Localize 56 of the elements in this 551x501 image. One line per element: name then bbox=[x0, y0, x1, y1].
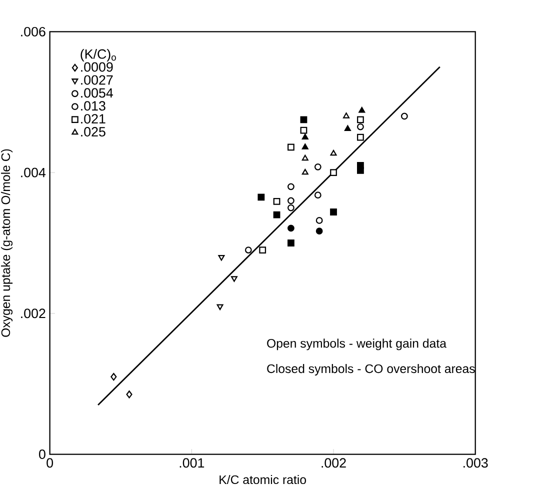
point bbox=[300, 116, 308, 124]
point bbox=[230, 276, 238, 282]
x-tick-label: .003 bbox=[464, 458, 488, 468]
y-tick-label: .006 bbox=[21, 26, 46, 36]
point bbox=[330, 169, 337, 176]
legend-label: .025 bbox=[81, 126, 106, 136]
point bbox=[314, 192, 322, 198]
point bbox=[287, 224, 294, 232]
y-tick-label: .004 bbox=[21, 168, 46, 178]
point bbox=[302, 143, 308, 150]
point bbox=[259, 246, 266, 254]
point bbox=[314, 163, 322, 170]
point bbox=[287, 183, 294, 190]
point bbox=[316, 227, 323, 234]
point bbox=[302, 154, 308, 161]
y-tick-label: 0 bbox=[39, 449, 46, 459]
legend-label: .021 bbox=[81, 114, 106, 124]
y-tick-label: .002 bbox=[21, 308, 46, 318]
point bbox=[302, 134, 308, 140]
point bbox=[330, 208, 337, 216]
point bbox=[126, 390, 132, 398]
point bbox=[356, 166, 364, 174]
point bbox=[287, 239, 294, 246]
point bbox=[343, 112, 350, 118]
x-tick-label: 0 bbox=[46, 458, 54, 468]
point bbox=[330, 150, 337, 156]
point bbox=[356, 134, 364, 141]
point bbox=[400, 112, 408, 120]
legend-label: .013 bbox=[81, 101, 106, 111]
annotation: Closed symbols - CO overshoot areas bbox=[267, 364, 475, 376]
point bbox=[287, 204, 294, 212]
point bbox=[316, 216, 323, 224]
point bbox=[244, 246, 252, 254]
point bbox=[287, 197, 294, 204]
point bbox=[287, 144, 294, 151]
point bbox=[300, 126, 308, 134]
point bbox=[110, 372, 117, 381]
annotation: Open symbols - weight gain data bbox=[267, 338, 446, 350]
legend-label: .0054 bbox=[81, 88, 113, 98]
point bbox=[358, 106, 366, 113]
point bbox=[273, 211, 280, 218]
point bbox=[273, 198, 280, 205]
point bbox=[258, 194, 265, 201]
legend-title: (K/C)$_{o}$ bbox=[80, 48, 116, 62]
legend-label: .0009 bbox=[81, 62, 113, 72]
x-tick-label: .001 bbox=[180, 458, 204, 468]
point bbox=[302, 168, 308, 175]
point bbox=[216, 304, 224, 310]
y-axis-title: Oxygen uptake (g-atom O/mole C) bbox=[1, 149, 13, 337]
point bbox=[356, 123, 364, 130]
x-axis-title: K/C atomic ratio bbox=[220, 474, 306, 484]
point bbox=[344, 125, 351, 131]
legend-label: .0027 bbox=[81, 75, 113, 85]
x-tick-label: .002 bbox=[322, 458, 346, 468]
point bbox=[218, 254, 225, 261]
point bbox=[356, 116, 364, 124]
